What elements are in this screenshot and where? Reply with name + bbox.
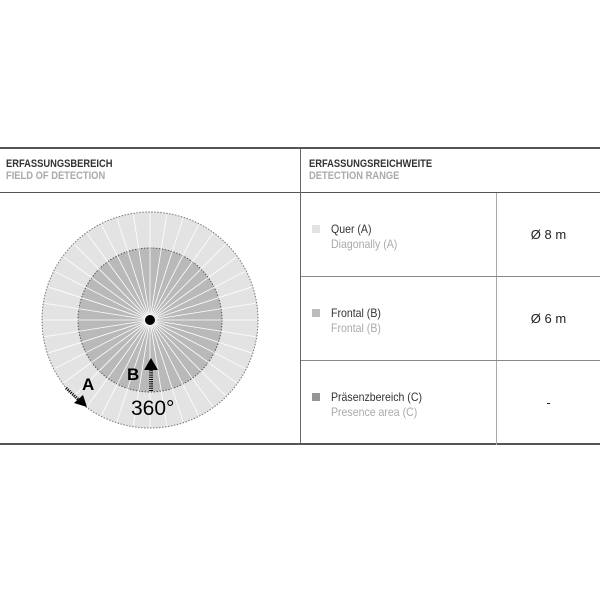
detection-table: ERFASSUNGSBEREICH FIELD OF DETECTION ERF… (0, 147, 600, 445)
ray (149, 319, 252, 354)
label-en: Presence area (C) (331, 405, 418, 419)
detection-diagram: A B 360° (41, 211, 259, 429)
ray (101, 319, 151, 416)
header-title: ERFASSUNGSREICHWEITE (309, 158, 433, 170)
ray (149, 214, 168, 321)
ray (44, 302, 151, 321)
ray (149, 319, 199, 416)
ray (149, 319, 256, 338)
header-text: ERFASSUNGSBEREICH FIELD OF DETECTION (6, 158, 131, 182)
range-row-diagonal: Quer (A) Diagonally (A) Ø 8 m (301, 193, 600, 277)
arrow-b-head (144, 358, 158, 370)
label-de: Quer (A) (331, 222, 372, 236)
header-subtitle: FIELD OF DETECTION (6, 170, 106, 182)
ray (74, 244, 151, 321)
range-rows: Quer (A) Diagonally (A) Ø 8 m Frontal (B… (0, 193, 600, 445)
label-de: Frontal (B) (331, 306, 381, 320)
arrow-a-icon (64, 386, 87, 407)
ray (149, 302, 256, 321)
ray (86, 319, 151, 407)
field-of-detection-header: ERFASSUNGSBEREICH FIELD OF DETECTION (0, 149, 300, 193)
ray (132, 319, 151, 426)
column-divider (299, 149, 301, 443)
sensor-dot (145, 315, 155, 325)
ray (149, 319, 168, 426)
label-en: Diagonally (A) (331, 237, 398, 251)
label-en: Frontal (B) (331, 321, 381, 335)
label-a: A (82, 375, 94, 394)
ray (54, 271, 151, 321)
ray (149, 224, 199, 321)
label-b: B (127, 365, 139, 384)
ray (101, 224, 151, 321)
ray (116, 218, 151, 321)
angle-label: 360° (131, 397, 174, 420)
ray (132, 214, 151, 321)
ray (149, 319, 237, 384)
ray (149, 319, 246, 369)
ray (149, 286, 252, 321)
ray (86, 233, 151, 321)
ray (149, 244, 226, 321)
swatch-icon (312, 393, 320, 401)
ray (149, 271, 246, 321)
detection-rays (43, 213, 257, 427)
detection-range-header: ERFASSUNGSREICHWEITE DETECTION RANGE (301, 149, 600, 193)
ray (74, 319, 151, 396)
header-text: ERFASSUNGSREICHWEITE DETECTION RANGE (309, 158, 454, 182)
range-value: - (546, 395, 551, 410)
arrow-b-icon (144, 358, 158, 391)
ray (116, 319, 151, 422)
ray (149, 218, 184, 321)
ray (149, 256, 237, 321)
ray (149, 319, 226, 396)
arrow-a-shaft (64, 386, 82, 403)
ray (48, 286, 151, 321)
ray (63, 319, 151, 384)
cell-divider (496, 277, 497, 360)
ray (54, 319, 151, 369)
header-title: ERFASSUNGSBEREICH (6, 158, 113, 170)
label-de: Präsenzbereich (C) (331, 390, 422, 404)
range-row-frontal: Frontal (B) Frontal (B) Ø 6 m (301, 277, 600, 361)
ray (48, 319, 151, 354)
cell-divider (496, 361, 497, 445)
range-value: Ø 6 m (530, 311, 567, 326)
ray (44, 319, 151, 338)
ray (149, 319, 214, 407)
swatch-icon (312, 225, 320, 233)
range-value: Ø 8 m (530, 227, 567, 242)
cell-divider (496, 193, 497, 276)
header-subtitle: DETECTION RANGE (309, 170, 400, 182)
swatch-icon (312, 309, 320, 317)
ray (149, 233, 214, 321)
ray (63, 256, 151, 321)
range-row-presence: Präsenzbereich (C) Presence area (C) - (301, 361, 600, 445)
ray (149, 319, 184, 422)
arrow-a-head (74, 395, 87, 407)
